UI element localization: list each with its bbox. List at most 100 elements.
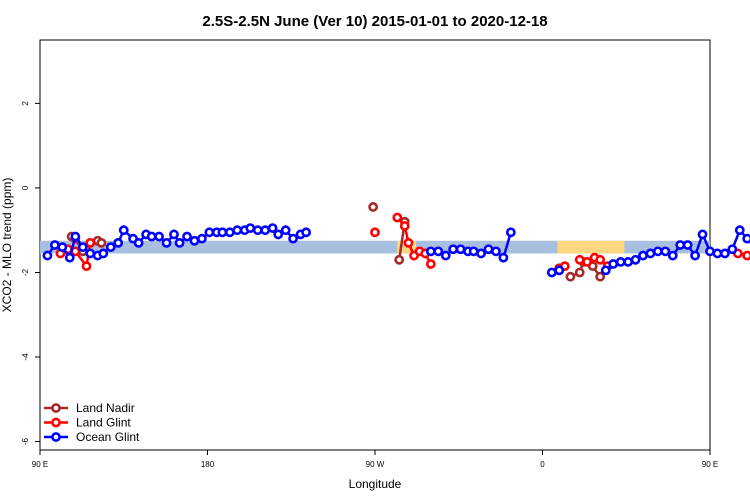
ocean-glint-point (491, 246, 501, 257)
x-axis-label: Longitude (349, 477, 402, 491)
ocean-glint-point (554, 265, 565, 276)
ocean-glint-point (476, 248, 486, 259)
ocean-glint-point (675, 240, 686, 250)
ocean-glint-point (105, 242, 116, 253)
ocean-glint-point (615, 257, 626, 267)
x-tick-label: 90 E (32, 460, 48, 469)
ocean-glint-point (49, 240, 60, 250)
ocean-glint-point (440, 250, 451, 261)
land-glint-legend-label: Land Glint (76, 416, 131, 430)
y-tick-label: -2 (21, 268, 30, 276)
x-tick-label: 90 W (366, 460, 385, 469)
y-tick-label: 0 (21, 185, 30, 190)
ocean-glint-point (630, 254, 641, 265)
y-axis: 2 0 -2 -4 -6 (21, 101, 40, 445)
ocean-glint-point (498, 252, 509, 263)
ocean-glint-point (174, 237, 185, 248)
land-glint-point (399, 221, 410, 231)
x-tick-label: 0 (540, 460, 545, 469)
ocean-glint-point (146, 231, 157, 242)
land-glint-point (574, 254, 585, 265)
x-tick-label: 90 E (702, 460, 718, 469)
land-nadir-point (595, 271, 606, 282)
ocean-glint-point (154, 231, 165, 242)
ocean-glint-point (42, 250, 53, 261)
land-band (557, 240, 625, 254)
ocean-glint-point (608, 259, 619, 269)
ocean-glint-point (260, 225, 271, 236)
ocean-glint-point (189, 235, 200, 246)
ocean-glint-legend-marker (51, 432, 61, 442)
land-nadir-legend-label: Land Nadir (76, 401, 135, 415)
ocean-glint-point (546, 267, 557, 278)
chart-title: 2.5S-2.5N June (Ver 10) 2015-01-01 to 20… (202, 13, 547, 30)
ocean-glint-legend-label: Ocean Glint (76, 430, 140, 444)
series-layer (42, 202, 750, 282)
ocean-glint-point (288, 233, 299, 244)
ocean-glint-point (197, 233, 207, 244)
ocean-glint-point (217, 227, 228, 238)
ocean-glint-point (705, 246, 715, 257)
land-nadir-point (394, 254, 405, 265)
ocean-glint-point (425, 246, 436, 257)
ocean-glint-point (623, 257, 634, 267)
ocean-glint-point (98, 248, 109, 259)
ocean-glint-point (182, 231, 192, 242)
land-nadir-point (574, 267, 585, 278)
ocean-glint-point (280, 225, 291, 236)
y-tick-label: -6 (21, 437, 30, 445)
ocean-glint-point (433, 246, 444, 257)
land-nadir-legend-marker (51, 403, 61, 413)
y-axis-label: XCO2 - MLO trend (ppm) (0, 178, 14, 313)
y-tick-label: -4 (21, 353, 30, 361)
ocean-glint-point (118, 225, 129, 236)
ocean-glint-point (727, 244, 738, 255)
ocean-glint-point (224, 227, 235, 238)
ocean-glint-point (161, 237, 172, 248)
ocean-glint-point (252, 225, 263, 236)
land-glint-point (370, 227, 380, 238)
ocean-glint-point (301, 227, 312, 238)
ocean-glint-point (273, 229, 284, 240)
ocean-glint-point (505, 227, 516, 238)
land-glint-point (392, 212, 403, 223)
ocean-glint-point (645, 248, 656, 259)
ocean-glint-point (652, 246, 663, 257)
ocean-glint-point (455, 244, 466, 255)
land-glint-point (425, 259, 436, 269)
ocean-glint-point (638, 250, 648, 261)
land-glint-point (85, 237, 96, 248)
ocean-glint-point (70, 231, 81, 242)
ocean-glint-point (600, 265, 611, 276)
ocean-glint-point (232, 225, 243, 236)
land-nadir-point (368, 202, 379, 212)
ocean-glint-point (77, 242, 88, 253)
land-glint-point (595, 254, 606, 265)
ocean-glint-point (682, 240, 693, 250)
land-glint-point (582, 257, 593, 267)
ocean-glint-point (204, 227, 215, 238)
land-glint-point (403, 237, 414, 248)
ocean-glint-point (734, 225, 745, 236)
land-nadir-point (565, 271, 576, 282)
ocean-glint-point (483, 244, 494, 255)
ocean-glint-point (267, 223, 278, 233)
ocean-glint-point (712, 248, 723, 259)
ocean-glint-point (742, 233, 750, 244)
land-glint-legend-marker (51, 417, 61, 428)
ocean-glint-point (719, 248, 730, 259)
ocean-glint-series (42, 223, 750, 278)
ocean-band (40, 240, 710, 254)
ocean-glint-point (697, 229, 708, 240)
y-tick-label: 2 (21, 101, 30, 106)
land-glint-point (742, 250, 750, 261)
x-tick-label: 180 (201, 460, 215, 469)
land-glint-point (81, 261, 92, 272)
ocean-glint-point (690, 250, 701, 261)
x-axis: 90 E 180 90 W 0 90 E (32, 450, 718, 469)
band-layer (40, 240, 710, 254)
ocean-glint-point (57, 242, 68, 253)
